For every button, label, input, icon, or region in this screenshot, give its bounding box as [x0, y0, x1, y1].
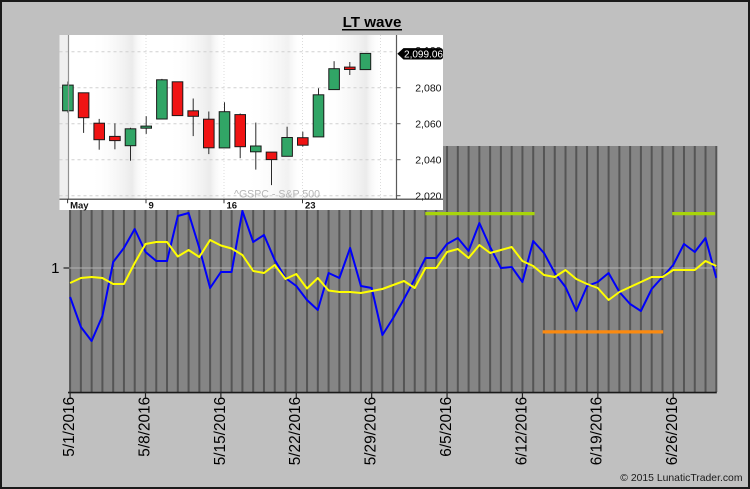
svg-text:16: 16: [227, 201, 238, 212]
svg-text:2,060: 2,060: [415, 119, 441, 131]
svg-text:2,099.06: 2,099.06: [404, 49, 443, 60]
svg-text:LT wave: LT wave: [343, 14, 402, 31]
svg-text:2,020: 2,020: [415, 191, 441, 203]
svg-text:5/8/2016: 5/8/2016: [136, 397, 153, 457]
svg-text:6/26/2016: 6/26/2016: [664, 397, 681, 465]
svg-text:1: 1: [51, 260, 59, 277]
svg-text:5/29/2016: 5/29/2016: [363, 397, 380, 465]
svg-text:2,040: 2,040: [415, 155, 441, 167]
svg-text:2,080: 2,080: [415, 83, 441, 95]
svg-text:5/22/2016: 5/22/2016: [287, 397, 304, 465]
svg-text:^GSPC - S&P 500: ^GSPC - S&P 500: [234, 188, 320, 200]
svg-text:5/15/2016: 5/15/2016: [212, 397, 229, 465]
svg-text:23: 23: [305, 201, 316, 212]
svg-text:6/19/2016: 6/19/2016: [589, 397, 606, 465]
svg-text:May: May: [70, 201, 89, 212]
svg-text:5/1/2016: 5/1/2016: [61, 397, 78, 457]
svg-text:6/12/2016: 6/12/2016: [513, 397, 530, 465]
svg-text:6/5/2016: 6/5/2016: [438, 397, 455, 457]
svg-text:© 2015 LunaticTrader.com: © 2015 LunaticTrader.com: [620, 473, 742, 484]
svg-text:9: 9: [149, 201, 154, 212]
